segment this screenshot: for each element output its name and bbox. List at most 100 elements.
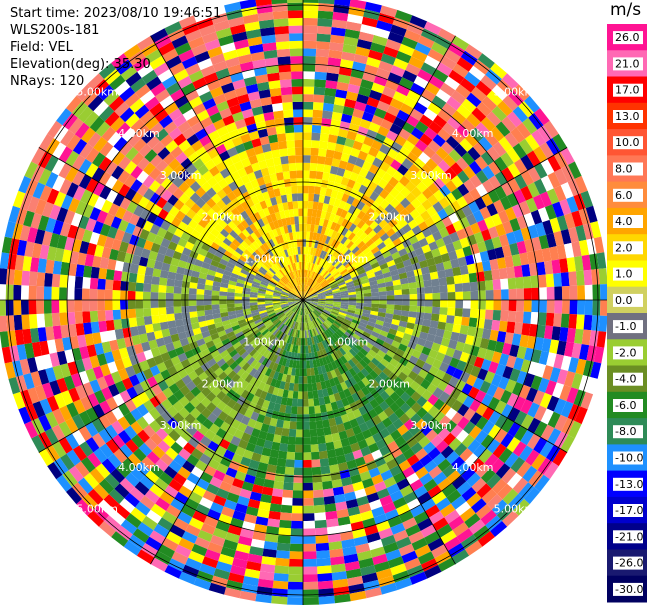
ppi-cell [369, 334, 378, 342]
ppi-cell [8, 205, 21, 223]
ppi-cell [126, 200, 138, 214]
ppi-cell [537, 125, 553, 143]
ppi-cell [470, 300, 479, 310]
ppi-cell [538, 234, 550, 250]
ppi-cell [317, 276, 324, 283]
ppi-cell [241, 252, 250, 260]
ppi-cell [56, 108, 72, 126]
ppi-cell [326, 276, 334, 283]
ppi-cell [486, 203, 498, 217]
ppi-cell [311, 382, 318, 391]
ppi-cell [271, 255, 279, 263]
ppi-cell [149, 102, 165, 117]
ppi-cell [0, 315, 8, 332]
ppi-cell [348, 214, 357, 224]
ppi-cell [128, 317, 138, 328]
ppi-cell [494, 341, 505, 354]
ppi-cell [477, 347, 488, 359]
ppi-cell [173, 133, 187, 146]
ppi-cell [290, 536, 303, 544]
ppi-cell [459, 507, 476, 523]
ppi-cell [78, 370, 90, 385]
ppi-cell [365, 460, 378, 471]
ppi-cell [144, 489, 160, 504]
ppi-cell [224, 327, 234, 335]
ppi-cell [266, 286, 275, 291]
ppi-cell [369, 258, 378, 266]
ppi-cell [415, 448, 428, 461]
ppi-cell [229, 349, 238, 358]
ppi-cell [272, 328, 279, 336]
ppi-cell [333, 296, 342, 299]
ppi-cell [430, 376, 442, 388]
ppi-cell [158, 544, 175, 559]
ppi-cell [303, 239, 307, 247]
ppi-cell [220, 282, 229, 289]
ppi-cell [332, 486, 345, 496]
ppi-cell [267, 385, 275, 395]
ppi-cell [473, 59, 491, 75]
ppi-cell [329, 247, 337, 256]
ppi-cell [315, 56, 329, 65]
ppi-cell [351, 345, 360, 354]
ppi-cell [359, 318, 369, 325]
ppi-cell [244, 281, 253, 287]
ppi-cell [461, 118, 476, 133]
ppi-cell [560, 313, 570, 328]
ppi-cell [89, 310, 99, 323]
ppi-cell [435, 262, 445, 272]
ppi-cell [502, 488, 519, 505]
ppi-cell [307, 314, 312, 322]
ppi-cell [283, 275, 290, 283]
ppi-cell [235, 356, 244, 365]
ppi-cell [448, 437, 462, 451]
ppi-cell [145, 536, 162, 551]
ppi-cell [354, 133, 366, 144]
ppi-cell [366, 56, 381, 68]
ppi-cell [462, 300, 471, 309]
ppi-cell [463, 225, 474, 238]
ppi-cell [315, 171, 324, 180]
ppi-cell [401, 288, 410, 295]
ppi-cell [54, 338, 65, 353]
ppi-cell [457, 170, 470, 184]
ppi-cell [141, 515, 158, 531]
ppi-cell [369, 499, 383, 511]
ppi-cell [178, 139, 191, 152]
ppi-cell [157, 208, 169, 220]
ppi-cell [560, 355, 572, 371]
ppi-cell [559, 327, 569, 342]
ppi-cell [422, 273, 431, 281]
ppi-cell [282, 420, 291, 429]
ppi-cell [58, 146, 73, 163]
ppi-cell [127, 290, 136, 300]
ppi-cell [303, 581, 319, 590]
ppi-cell [58, 421, 72, 438]
ppi-cell [532, 194, 545, 210]
ppi-cell [118, 347, 129, 359]
ppi-cell [267, 518, 280, 528]
ppi-cell [301, 307, 303, 316]
ppi-cell [469, 345, 480, 357]
ppi-cell [491, 213, 503, 227]
ppi-cell [396, 109, 410, 122]
ppi-cell [368, 146, 380, 158]
ppi-cell [174, 244, 185, 254]
ppi-cell [392, 497, 407, 509]
ppi-cell [160, 177, 173, 190]
ppi-cell [542, 219, 554, 235]
ppi-cell [130, 77, 147, 93]
ppi-cell [431, 306, 441, 315]
ppi-cell [531, 287, 540, 300]
ppi-cell [358, 167, 369, 178]
ppi-cell [528, 470, 544, 488]
ppi-cell [334, 593, 351, 604]
ppi-cell [273, 292, 281, 296]
ppi-cell [242, 296, 250, 300]
ppi-cell [284, 124, 295, 134]
ppi-cell [290, 291, 297, 296]
ppi-cell [274, 329, 281, 337]
ppi-cell [213, 354, 223, 363]
ppi-cell [203, 237, 214, 247]
ppi-cell [444, 322, 454, 332]
